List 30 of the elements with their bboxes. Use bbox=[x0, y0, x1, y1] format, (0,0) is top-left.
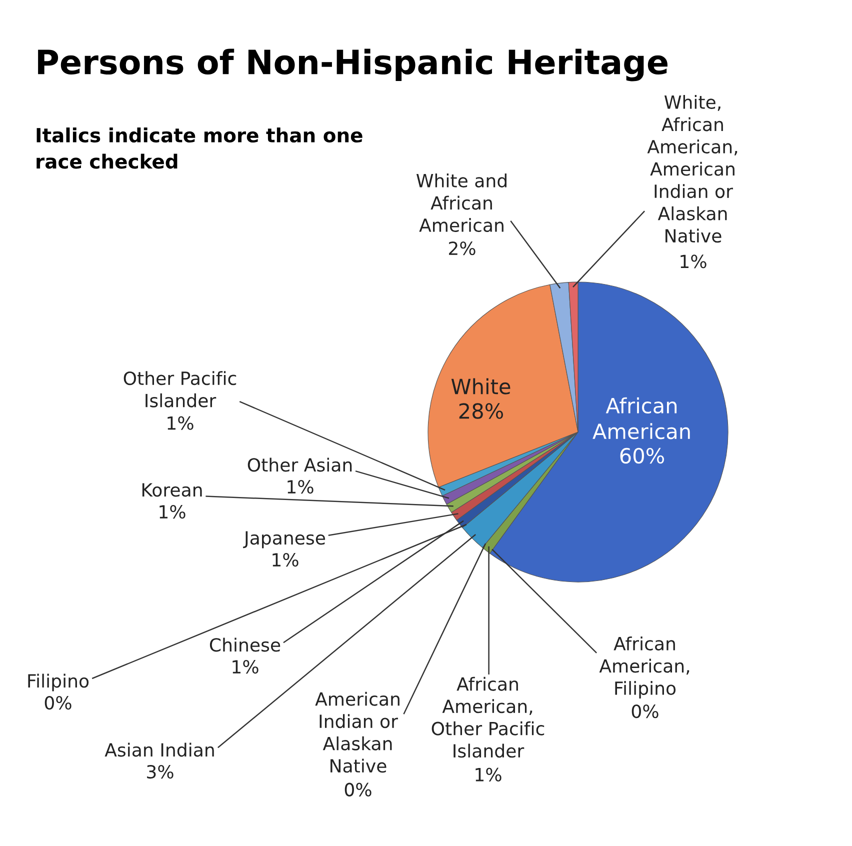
category-label: Filipino bbox=[28, 674, 89, 692]
category-label: American Indian or Alaskan Native bbox=[315, 692, 400, 773]
text: 0% bbox=[344, 782, 372, 796]
data-label: 1% bbox=[160, 504, 186, 519]
data-label: 1% bbox=[168, 416, 194, 430]
category-label: African American, Filipino bbox=[599, 636, 690, 699]
data-label: 1% bbox=[288, 480, 314, 494]
slice-label: White and African American bbox=[416, 174, 506, 232]
chart-title: Persons of Non-Hispanic Heritage bbox=[38, 48, 668, 82]
slice-label: Other Asian bbox=[248, 458, 352, 472]
slice-label: Asian Indian bbox=[104, 742, 214, 757]
data-label: 3% bbox=[147, 764, 174, 779]
text: 0% bbox=[632, 704, 658, 718]
data-label: 1% bbox=[680, 254, 706, 268]
slice-label: Japanese bbox=[243, 531, 326, 548]
slice-label: African American bbox=[592, 397, 690, 440]
data-label: 60% bbox=[620, 448, 664, 464]
text: 0% bbox=[44, 696, 72, 710]
data-label: 1% bbox=[476, 768, 502, 782]
slice-label: Chinese bbox=[210, 638, 280, 652]
text: Italics indicate more than one race checked bbox=[36, 127, 362, 169]
slice-label: White, African American, American Indian or Alaskan Native bbox=[647, 95, 738, 243]
slice-label: White bbox=[451, 378, 510, 394]
slice-label: African American, Other Pacific Islander bbox=[432, 676, 544, 758]
data-label: 1% bbox=[232, 660, 258, 674]
data-label: 2% bbox=[449, 242, 476, 256]
slice-label: Other Pacific Islander bbox=[124, 371, 236, 408]
data-label: 28% bbox=[459, 403, 504, 419]
slice-label: Korean bbox=[142, 483, 202, 497]
data-label: 1% bbox=[272, 552, 298, 567]
